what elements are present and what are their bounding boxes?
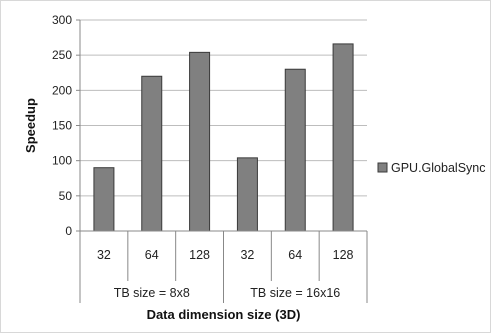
bar [93, 167, 115, 232]
y-tick-label: 100 [52, 154, 72, 168]
x-group-label: TB size = 8x8 [114, 286, 190, 300]
y-axis-title: Speedup [23, 98, 38, 153]
x-tick-label: 64 [145, 248, 159, 262]
y-tick-label: 200 [52, 83, 72, 97]
y-tick-label: 150 [52, 119, 72, 133]
x-tick-label: 128 [333, 248, 354, 262]
y-axis-ticks: 0 50 100 150 200 250 300 [52, 13, 81, 238]
x-group-label: TB size = 16x16 [250, 286, 340, 300]
legend-swatch [377, 162, 388, 173]
x-tick-label: 128 [189, 248, 210, 262]
bar [284, 68, 306, 232]
x-tick-label: 64 [288, 248, 302, 262]
legend-label: GPU.GlobalSync [391, 161, 485, 175]
y-tick-label: 300 [52, 13, 72, 27]
x-axis: 32 64 128 32 64 128 TB size = 8x8 TB size = 16x… [79, 230, 368, 303]
x-tick-label: 32 [97, 248, 111, 262]
bar [236, 157, 258, 232]
y-tick-label: 250 [52, 48, 72, 62]
bar [189, 51, 211, 232]
legend: GPU.GlobalSync [377, 161, 485, 175]
bar [141, 75, 163, 232]
bar [332, 43, 354, 232]
x-axis-title: Data dimension size (3D) [147, 307, 301, 322]
y-tick-label: 0 [65, 224, 72, 238]
gridlines [80, 19, 367, 197]
bars [93, 43, 354, 232]
x-tick-label: 32 [240, 248, 254, 262]
y-tick-label: 50 [59, 189, 73, 203]
